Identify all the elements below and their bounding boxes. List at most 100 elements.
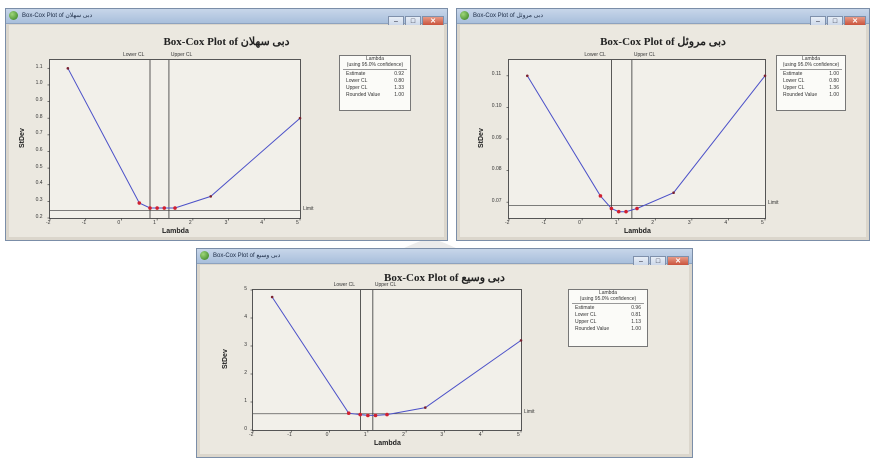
x-tick-label: -1 [541, 220, 547, 226]
data-point [519, 339, 523, 342]
legend-subtitle: (using 95.0% confidence) [346, 62, 404, 68]
x-axis-label: Lambda [162, 228, 189, 235]
legend-rounded-value: 1.00 [631, 326, 641, 332]
data-point [423, 406, 427, 409]
legend-estimate-label: Estimate [575, 305, 595, 311]
x-tick-label: -2 [505, 220, 510, 226]
y-tick-label: 0.11 [491, 71, 502, 78]
title-bar[interactable]: Box-Cox Plot of دبی وسیع – □ ✕ [197, 249, 692, 268]
legend-upper-value: 1.13 [631, 319, 641, 325]
legend-upper-value: 1.33 [394, 85, 404, 91]
y-tick-label: 1 [244, 397, 247, 404]
data-point [155, 206, 159, 210]
y-tick-label: 2 [244, 369, 247, 376]
y-axis-label: StDev [478, 128, 485, 148]
chart-svg [250, 289, 523, 433]
legend-upper-label: Upper CL [783, 85, 805, 91]
legend-rounded-value: 1.00 [394, 92, 404, 98]
minitab-icon [460, 11, 469, 20]
legend-upper-label: Upper CL [575, 319, 597, 325]
legend-subtitle: (using 95.0% confidence) [782, 62, 840, 68]
boxcox-window-2[interactable]: Box-Cox Plot of دبی مروئل – □ ✕ Box-Cox Pl… [456, 8, 870, 241]
legend-lower-value: 0.80 [394, 78, 404, 84]
window-title: Box-Cox Plot of دبی مروئل [473, 13, 544, 19]
title-bar[interactable]: Box-Cox Plot of دبی سهلان – □ ✕ [6, 9, 447, 28]
y-tick-label: 0.2 [35, 213, 43, 220]
lower-cl-label: Lower CL [123, 52, 145, 58]
y-tick-label: 0.9 [35, 97, 43, 104]
data-point [162, 206, 167, 210]
y-tick-label: 3 [244, 341, 247, 348]
legend-lower-label: Lower CL [346, 78, 368, 84]
boxcox-window-1[interactable]: Box-Cox Plot of دبی سهلان – □ ✕ Box-Cox Pl… [5, 8, 448, 241]
x-tick-label: 3 [440, 432, 444, 438]
title-bar[interactable]: Box-Cox Plot of دبی مروئل – □ ✕ [457, 9, 869, 28]
upper-cl-label: Upper CL [374, 282, 397, 288]
x-tick-label: 2 [651, 220, 655, 226]
y-axis-label: StDev [19, 128, 26, 148]
legend-estimate-label: Estimate [346, 71, 366, 77]
x-tick-label: 5 [761, 220, 764, 226]
x-axis-label: Lambda [624, 228, 651, 235]
stdev-curve [526, 75, 766, 213]
y-tick-label: 0.6 [35, 146, 43, 153]
x-tick-label: 1 [614, 220, 618, 226]
plot-area [250, 289, 523, 433]
y-tick-label: 0.5 [35, 163, 43, 170]
legend-estimate-value: 1.00 [829, 71, 839, 77]
legend-title: Lambda [801, 56, 821, 62]
chart-svg [47, 60, 302, 221]
data-point [137, 201, 142, 205]
y-tick-label: 1.1 [35, 63, 43, 70]
lower-cl-label: Lower CL [584, 52, 606, 58]
y-tick-label: 0.08 [491, 166, 502, 173]
y-axis-label: StDev [222, 349, 229, 369]
legend-lower-value: 0.81 [631, 312, 641, 318]
y-tick-label: 0.10 [491, 102, 502, 109]
legend-title: Lambda [598, 290, 618, 296]
data-point [609, 206, 614, 211]
y-tick-label: 0.8 [35, 113, 43, 120]
x-tick-label: 0 [117, 220, 121, 226]
legend-rounded-label: Rounded Value [783, 92, 818, 98]
upper-cl-label: Upper CL [170, 52, 193, 58]
x-tick-label: 1 [363, 432, 367, 438]
legend-lower-label: Lower CL [575, 312, 597, 318]
legend-rounded-value: 1.00 [829, 92, 839, 98]
x-tick-label: 5 [517, 432, 520, 438]
y-tick-label: 0 [244, 425, 247, 432]
legend-upper-label: Upper CL [346, 85, 368, 91]
data-point [373, 413, 378, 418]
lambda-legend: Lambda (using 95.0% confidence) Estimate… [568, 289, 648, 347]
minitab-icon [9, 11, 18, 20]
legend-subtitle: (using 95.0% confidence) [579, 296, 637, 302]
legend-lower-label: Lower CL [783, 78, 805, 84]
x-tick-label: 2 [188, 220, 192, 226]
x-tick-label: 4 [478, 432, 482, 438]
graph-area: Box-Cox Plot of دبی مروئل Lambda (using … [460, 25, 866, 237]
y-tick-label: 0.7 [35, 130, 43, 137]
x-tick-label: -2 [46, 220, 51, 226]
limit-label: Limit [303, 205, 314, 212]
legend-estimate-value: 0.96 [631, 305, 641, 311]
legend-upper-value: 1.36 [829, 85, 839, 91]
data-point [66, 67, 70, 70]
stdev-curve [271, 296, 522, 416]
x-tick-label: 0 [578, 220, 581, 226]
x-tick-label: 4 [724, 220, 728, 226]
x-tick-label: 3 [224, 220, 228, 226]
data-point [525, 74, 529, 78]
minitab-icon [200, 251, 209, 260]
data-point [366, 413, 370, 418]
data-point [270, 295, 274, 299]
y-tick-label: 0.4 [35, 180, 43, 187]
legend-rounded-label: Rounded Value [575, 326, 610, 332]
x-tick-label: 4 [260, 220, 264, 226]
legend-estimate-label: Estimate [783, 71, 803, 77]
boxcox-window-3[interactable]: Box-Cox Plot of دبی وسیع – □ ✕ Box-Cox Plo… [196, 248, 693, 458]
data-point [298, 116, 302, 120]
window-title: Box-Cox Plot of دبی سهلان [22, 13, 93, 19]
data-point [616, 209, 621, 214]
plot-area [506, 59, 767, 221]
stdev-curve [67, 68, 301, 209]
